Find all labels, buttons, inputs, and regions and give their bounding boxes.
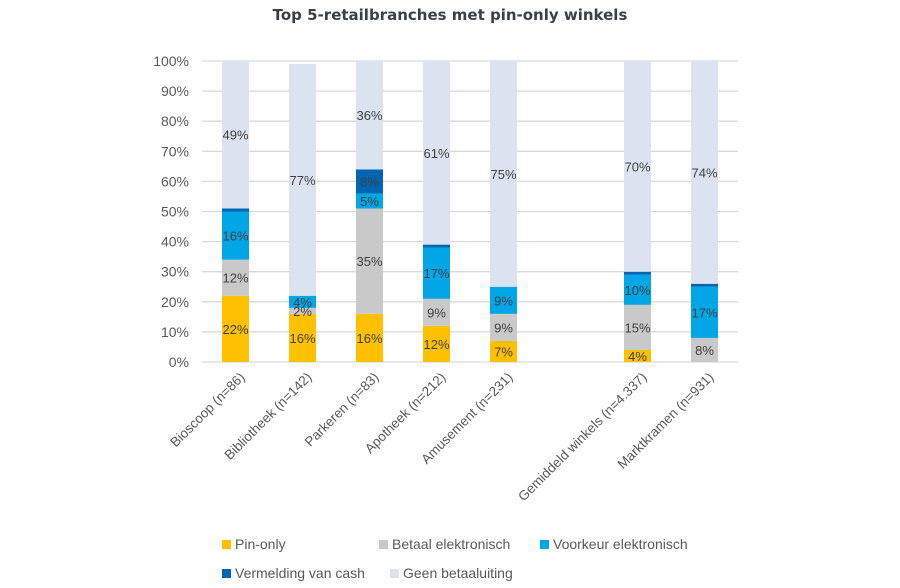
legend-swatch: [379, 539, 388, 549]
data-label: 7%: [494, 344, 513, 359]
data-label: 16%: [356, 331, 382, 346]
x-axis: Bioscoop (n=86)Bibliotheek (n=142)Parker…: [167, 370, 716, 505]
data-labels: 22%12%16%49%16%2%4%77%16%35%5%8%36%12%9%…: [222, 108, 717, 364]
y-axis: 0% 10% 20% 30% 40% 50% 60% 70% 80% 90% 100%: [153, 53, 189, 370]
data-label: 12%: [423, 337, 449, 352]
y-tick-label: 70%: [161, 143, 189, 159]
data-label: 10%: [624, 283, 650, 298]
data-label: 77%: [289, 173, 315, 188]
bar-segment-geen-betaaluiting: [624, 61, 651, 272]
y-tick-label: 40%: [161, 234, 189, 250]
data-label: 4%: [628, 349, 647, 364]
bar-segment-vermelding-van-cash: [624, 271, 651, 275]
bar-segment-geen-betaaluiting: [423, 61, 450, 245]
bar-segment-voorkeur-elektronisch: [691, 286, 718, 338]
bar-segment-pin-only: [423, 325, 450, 362]
bar-segment-geen-betaaluiting: [222, 61, 249, 209]
data-label: 75%: [490, 167, 516, 182]
legend-item: Betaal elektronisch: [379, 536, 510, 552]
bar-segment-vermelding-van-cash: [423, 244, 450, 248]
data-label: 70%: [624, 159, 650, 174]
bar-segment-geen-betaaluiting: [356, 61, 383, 170]
legend-item: Voorkeur elektronisch: [540, 536, 688, 552]
chart-title: Top 5-retailbranches met pin-only winkel…: [272, 6, 628, 24]
legend-swatch: [222, 539, 231, 549]
data-label: 49%: [222, 128, 248, 143]
legend-label: Voorkeur elektronisch: [553, 536, 688, 552]
bar-segment-pin-only: [222, 295, 249, 362]
legend-swatch: [222, 568, 231, 578]
legend-label: Geen betaaluiting: [403, 565, 513, 581]
data-label: 35%: [356, 254, 382, 269]
y-tick-label: 50%: [161, 204, 189, 220]
bar-segment-geen-betaaluiting: [289, 64, 316, 296]
data-label: 22%: [222, 322, 248, 337]
data-label: 9%: [494, 320, 513, 335]
bar-segment-betaal-elektronisch: [289, 307, 316, 314]
data-label: 2%: [293, 304, 312, 319]
legend-label: Betaal elektronisch: [392, 536, 511, 552]
bar-segment-betaal-elektronisch: [490, 313, 517, 341]
legend-item: Geen betaaluiting: [390, 565, 513, 581]
legend-label: Pin-only: [235, 536, 286, 552]
bar-segment-geen-betaaluiting: [490, 61, 517, 287]
data-label: 74%: [691, 165, 717, 180]
legend-item: Vermelding van cash: [222, 565, 365, 581]
bar-segment-voorkeur-elektronisch: [222, 211, 249, 260]
bar-segment-geen-betaaluiting: [691, 61, 718, 284]
data-label: 9%: [494, 293, 513, 308]
bar-segment-voorkeur-elektronisch: [624, 274, 651, 305]
bar-segment-vermelding-van-cash: [356, 169, 383, 194]
legend-label: Vermelding van cash: [235, 565, 365, 581]
x-tick-label: Gemiddeld winkels (n=4.337): [515, 370, 650, 505]
data-label: 4%: [293, 295, 312, 310]
bars: [222, 61, 718, 362]
y-tick-label: 90%: [161, 83, 189, 99]
bar-segment-betaal-elektronisch: [356, 208, 383, 314]
bar-segment-pin-only: [289, 313, 316, 362]
data-label: 5%: [360, 194, 379, 209]
data-label: 15%: [624, 320, 650, 335]
bar-segment-voorkeur-elektronisch: [289, 295, 316, 308]
bar-segment-voorkeur-elektronisch: [490, 286, 517, 314]
bar-segment-betaal-elektronisch: [222, 259, 249, 296]
y-tick-label: 100%: [153, 53, 189, 69]
data-label: 9%: [427, 305, 446, 320]
y-tick-label: 20%: [161, 294, 189, 310]
data-label: 8%: [695, 343, 714, 358]
bar-segment-betaal-elektronisch: [624, 304, 651, 350]
bar-segment-pin-only: [490, 340, 517, 362]
bar-segment-pin-only: [356, 313, 383, 362]
y-tick-label: 10%: [161, 324, 189, 340]
bar-segment-vermelding-van-cash: [691, 283, 718, 287]
bar-segment-voorkeur-elektronisch: [423, 247, 450, 299]
y-tick-label: 60%: [161, 173, 189, 189]
y-tick-label: 80%: [161, 113, 189, 129]
bar-segment-voorkeur-elektronisch: [356, 193, 383, 209]
bar-segment-betaal-elektronisch: [691, 337, 718, 362]
data-label: 61%: [423, 146, 449, 161]
bar-segment-vermelding-van-cash: [222, 208, 249, 212]
data-label: 16%: [222, 229, 248, 244]
data-label: 17%: [691, 305, 717, 320]
y-tick-label: 0%: [169, 354, 189, 370]
data-label: 12%: [222, 271, 248, 286]
data-label: 17%: [423, 266, 449, 281]
data-label: 16%: [289, 331, 315, 346]
data-label: 36%: [356, 108, 382, 123]
data-label: 8%: [360, 174, 379, 189]
legend-swatch: [540, 539, 549, 549]
gridlines: [202, 60, 738, 363]
bar-segment-betaal-elektronisch: [423, 298, 450, 326]
legend-swatch: [390, 568, 399, 578]
y-tick-label: 30%: [161, 264, 189, 280]
legend-item: Pin-only: [222, 536, 286, 552]
bar-segment-pin-only: [624, 349, 651, 362]
